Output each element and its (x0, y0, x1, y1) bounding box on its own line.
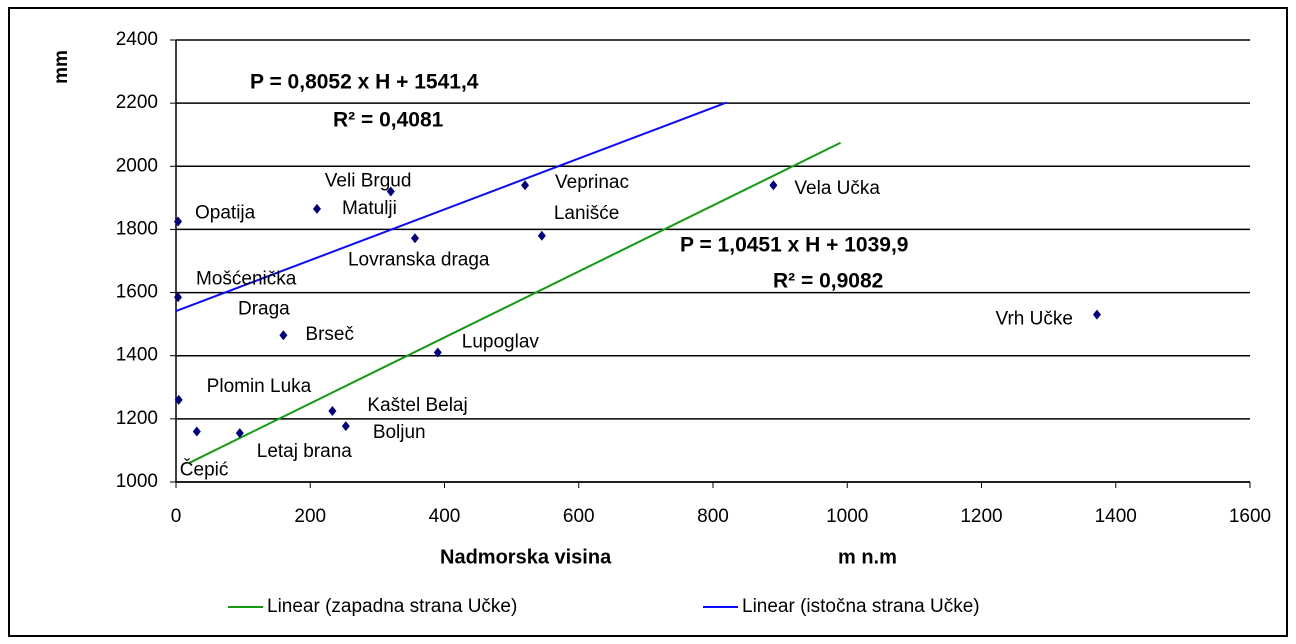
point-label: Lovranska draga (348, 249, 490, 270)
point-label: Čepić (180, 459, 229, 481)
data-point (235, 428, 244, 439)
data-point (312, 203, 321, 214)
point-label: Boljun (373, 422, 426, 443)
x-tick-label: 400 (429, 506, 461, 527)
data-point (537, 230, 546, 241)
data-point (174, 394, 183, 405)
data-point (279, 330, 288, 341)
data-point (769, 180, 778, 191)
data-point (386, 186, 395, 197)
frame (8, 7, 1288, 637)
y-tick-label: 1200 (116, 408, 158, 429)
trend-line (175, 101, 727, 313)
data-point (410, 233, 419, 244)
x-tick-label: 1000 (826, 506, 868, 527)
point-label: Mošćenička Draga (196, 268, 302, 319)
point-label: Vrh Učke (996, 309, 1073, 330)
data-point (192, 426, 201, 437)
y-axis-label: mm (51, 50, 72, 84)
data-point (174, 216, 183, 227)
x-tick-label: 1400 (1095, 506, 1137, 527)
x-tick-label: 200 (294, 506, 326, 527)
point-label: Veli Brgud (325, 171, 412, 192)
x-tick-label: 0 (171, 506, 182, 527)
trend-line (188, 141, 841, 464)
legend-label: Linear (istočna strana Učke) (742, 596, 980, 617)
point-label: Brseč (305, 324, 354, 345)
x-tick-label: 1200 (960, 506, 1002, 527)
y-tick-label: 2400 (116, 29, 158, 50)
point-label: Lupoglav (462, 332, 540, 353)
y-tick-label: 1400 (116, 345, 158, 366)
data-point (174, 292, 183, 303)
equation: P = 0,8052 x H + 1541,4 (250, 71, 479, 94)
data-point (328, 405, 337, 416)
point-label: Lanišće (554, 203, 620, 224)
y-tick-label: 1800 (116, 218, 158, 239)
data-point (433, 347, 442, 358)
x-tick-label: 800 (697, 506, 729, 527)
point-label: Vela Učka (794, 178, 880, 199)
point-label: Plomin Luka (207, 376, 312, 397)
x-tick-label: 1600 (1229, 506, 1271, 527)
y-tick-label: 1600 (116, 282, 158, 303)
y-tick-label: 2000 (116, 155, 158, 176)
x-tick-label: 600 (563, 506, 595, 527)
y-tick-label: 1000 (116, 471, 158, 492)
point-label: Opatija (195, 203, 256, 224)
point-label: Veprinac (555, 172, 629, 193)
x-axis-label: Nadmorska visina (440, 546, 612, 568)
x-axis-unit: m n.m (838, 546, 897, 568)
legend-label: Linear (zapadna strana Učke) (267, 596, 517, 617)
equation: R² = 0,4081 (333, 109, 444, 132)
point-label: Kaštel Belaj (367, 395, 467, 416)
point-label: Matulji (342, 198, 397, 219)
point-label: Letaj brana (257, 441, 353, 462)
equation: R² = 0,9082 (773, 270, 883, 293)
data-point (341, 421, 350, 432)
data-point (521, 180, 530, 191)
equation: P = 1,0451 x H + 1039,9 (680, 234, 908, 257)
y-tick-label: 2200 (116, 92, 158, 113)
data-point (1092, 309, 1101, 320)
